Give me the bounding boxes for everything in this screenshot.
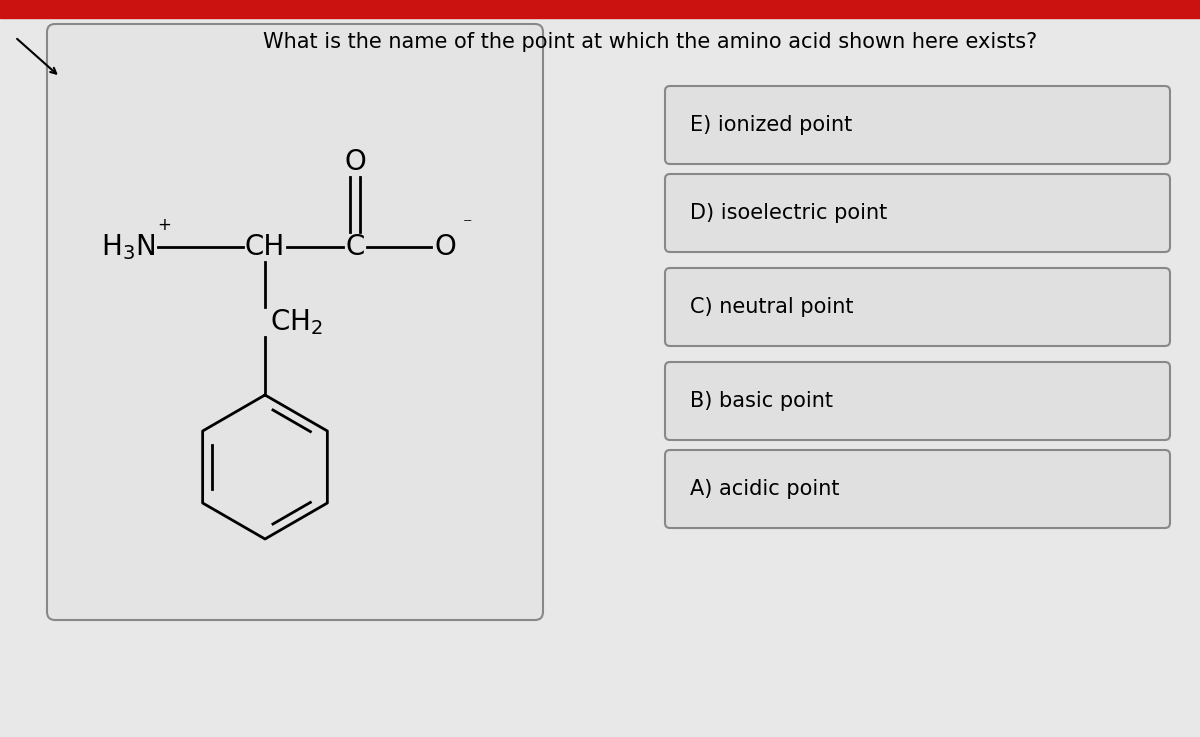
FancyBboxPatch shape	[47, 24, 542, 620]
Text: CH: CH	[245, 233, 286, 261]
FancyBboxPatch shape	[665, 86, 1170, 164]
Text: $\mathsf{H_3N}$: $\mathsf{H_3N}$	[101, 232, 155, 262]
Text: A) acidic point: A) acidic point	[690, 479, 840, 499]
FancyBboxPatch shape	[665, 450, 1170, 528]
Text: +: +	[157, 216, 170, 234]
FancyBboxPatch shape	[665, 174, 1170, 252]
Text: $\mathsf{CH_2}$: $\mathsf{CH_2}$	[270, 307, 323, 337]
Text: E) ionized point: E) ionized point	[690, 115, 852, 135]
Text: D) isoelectric point: D) isoelectric point	[690, 203, 887, 223]
FancyBboxPatch shape	[665, 362, 1170, 440]
Text: O: O	[344, 148, 366, 176]
Bar	[0, 0, 1200, 18]
Text: O: O	[434, 233, 456, 261]
Text: C) neutral point: C) neutral point	[690, 297, 853, 317]
FancyBboxPatch shape	[665, 268, 1170, 346]
Text: C: C	[346, 233, 365, 261]
Text: ⁻: ⁻	[463, 216, 473, 234]
Text: What is the name of the point at which the amino acid shown here exists?: What is the name of the point at which t…	[263, 32, 1037, 52]
Text: B) basic point: B) basic point	[690, 391, 833, 411]
